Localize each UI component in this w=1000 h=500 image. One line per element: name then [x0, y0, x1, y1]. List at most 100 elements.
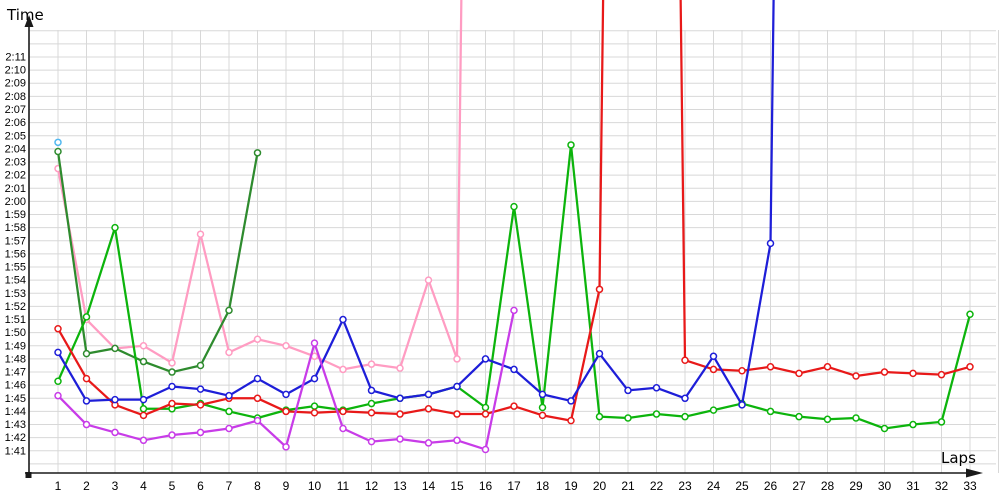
- data-point: [795, 412, 803, 421]
- data-point: [139, 411, 148, 420]
- x-axis-title: Laps: [941, 449, 976, 467]
- data-point: [823, 415, 832, 424]
- data-point: [82, 349, 91, 358]
- plot-area: [54, 0, 974, 454]
- data-point: [310, 402, 319, 410]
- data-point: [652, 384, 661, 392]
- data-point: [253, 149, 262, 157]
- data-point: [196, 401, 205, 409]
- data-point: [937, 418, 946, 426]
- y-tick-label: 1:47: [5, 367, 26, 379]
- x-tick-label: 33: [963, 479, 977, 493]
- origin-marker: [25, 472, 32, 478]
- y-tick-label: 2:03: [5, 157, 26, 169]
- y-axis-tick-labels: 1:411:421:431:441:451:461:47 1:481:491:50…: [5, 51, 26, 457]
- data-point: [253, 394, 262, 403]
- x-tick-label: 24: [707, 479, 721, 493]
- data-point: [139, 357, 148, 366]
- data-point: [880, 424, 889, 433]
- data-point: [54, 147, 62, 156]
- data-point: [538, 411, 547, 420]
- data-point: [738, 366, 746, 375]
- data-point: [937, 370, 946, 379]
- x-tick-label: 22: [650, 479, 664, 493]
- y-tick-label: 1:49: [5, 340, 26, 352]
- data-point: [253, 335, 262, 343]
- data-point: [510, 202, 518, 211]
- y-tick-label: 2:06: [5, 117, 26, 129]
- data-point: [538, 390, 547, 399]
- y-tick-label: 1:44: [5, 406, 26, 418]
- data-point: [652, 410, 661, 418]
- data-point: [681, 394, 689, 403]
- x-tick-label: 6: [197, 479, 204, 493]
- x-tick-label: 29: [849, 479, 863, 493]
- data-point: [310, 408, 319, 417]
- data-point: [367, 437, 376, 446]
- data-point: [567, 416, 575, 425]
- data-point: [339, 407, 347, 416]
- data-point: [168, 359, 176, 367]
- data-point: [339, 315, 347, 324]
- data-point: [225, 348, 233, 357]
- data-point: [624, 386, 632, 395]
- y-tick-label: 1:43: [5, 419, 26, 431]
- x-tick-label: 26: [764, 479, 778, 493]
- data-point: [880, 368, 889, 376]
- axes: [24, 15, 983, 478]
- data-point: [225, 391, 233, 400]
- data-point: [139, 405, 148, 413]
- y-tick-label: 2:07: [5, 104, 26, 116]
- data-point: [681, 356, 689, 364]
- data-point: [253, 374, 262, 383]
- y-tick-label: 1:45: [5, 393, 26, 405]
- x-tick-label: 1: [55, 479, 62, 493]
- x-tick-label: 18: [536, 479, 550, 493]
- data-point: [510, 365, 518, 374]
- data-point: [282, 390, 290, 399]
- y-tick-label: 2:00: [5, 196, 26, 208]
- y-tick-label: 2:10: [5, 65, 26, 77]
- data-point: [538, 403, 547, 412]
- data-point: [567, 397, 575, 405]
- data-point: [424, 439, 433, 447]
- x-tick-label: 9: [283, 479, 290, 493]
- data-point: [823, 363, 832, 371]
- x-tick-label: 8: [254, 479, 261, 493]
- x-tick-label: 32: [935, 479, 949, 493]
- data-point: [424, 276, 433, 284]
- data-point: [82, 374, 91, 383]
- data-point: [852, 414, 860, 422]
- data-point: [82, 313, 91, 321]
- data-point: [595, 285, 604, 294]
- data-point: [396, 394, 404, 403]
- y-tick-label: 2:05: [5, 130, 26, 142]
- data-point: [595, 349, 604, 358]
- x-tick-label: 14: [422, 479, 436, 493]
- data-point: [424, 390, 433, 399]
- y-tick-label: 1:51: [5, 314, 26, 326]
- data-point: [168, 399, 176, 408]
- x-tick-label: 5: [169, 479, 176, 493]
- x-tick-label: 2: [83, 479, 90, 493]
- data-point: [253, 416, 262, 425]
- data-point: [367, 360, 376, 368]
- x-tick-label: 17: [507, 479, 521, 493]
- data-point: [624, 414, 632, 422]
- data-point: [453, 410, 461, 418]
- data-point: [196, 361, 205, 370]
- data-point: [111, 428, 119, 437]
- data-point: [139, 395, 148, 404]
- x-tick-label: 15: [450, 479, 464, 493]
- x-axis-tick-labels: 1 2 3 4 5 6 7 8 9 10 11 12 13 14 15 16 17 18 19 20 21 22 23 24 2…: [55, 479, 977, 493]
- y-tick-label: 2:09: [5, 78, 26, 90]
- y-tick-label: 1:53: [5, 288, 26, 300]
- data-point: [282, 443, 290, 451]
- y-tick-label: 1:48: [5, 353, 26, 365]
- x-tick-label: 31: [906, 479, 920, 493]
- y-tick-label: 1:59: [5, 209, 26, 221]
- x-tick-label: 20: [593, 479, 607, 493]
- x-tick-label: 21: [621, 479, 635, 493]
- y-tick-label: 1:58: [5, 222, 26, 234]
